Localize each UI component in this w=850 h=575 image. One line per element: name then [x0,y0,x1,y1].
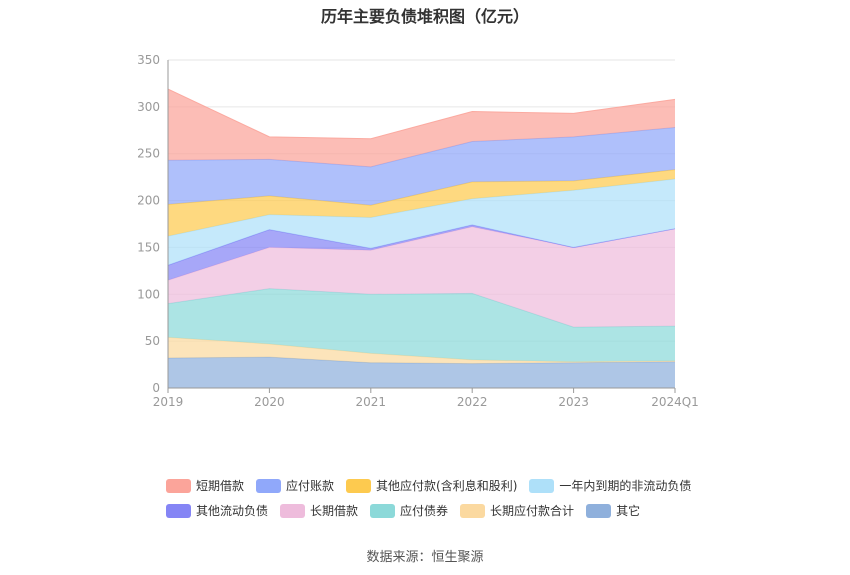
legend-item[interactable]: 短期借款 [166,477,244,494]
legend-swatch [346,478,372,493]
legend-swatch [370,503,396,518]
y-tick-label: 50 [145,334,160,348]
legend-row-1: 短期借款 应付账款 其他应付款(含利息和股利) 一年内到期的非流动负债 [166,473,726,498]
data-source: 数据来源：恒生聚源 [366,550,484,565]
x-tick-label: 2022 [457,395,488,409]
x-tick-label: 2021 [356,395,387,409]
legend-swatch [280,503,306,518]
legend-item[interactable]: 其他应付款(含利息和股利) [346,477,517,494]
area-series-band [168,357,675,388]
legend-item[interactable]: 长期借款 [280,502,358,519]
axes: 0 50 100 150 200 250 300 350 2019 2020 2021 2022 202… [137,53,699,409]
legend-label: 应付债券 [400,504,449,518]
legend-item[interactable]: 其它 [586,502,640,519]
area-series-band [168,169,675,237]
legend: 短期借款 应付账款 其他应付款(含利息和股利) 一年内到期的非流动负债 其他流动… [166,473,726,523]
area-series-band [168,226,675,328]
legend-swatch [460,503,486,518]
x-tick-label: 2020 [254,395,285,409]
y-tick-label: 200 [137,194,160,208]
area-series-band [168,127,675,206]
area-series-band [168,337,675,364]
legend-label: 其他流动负债 [196,504,269,518]
legend-item[interactable]: 一年内到期的非流动负债 [529,477,691,494]
legend-label: 其他应付款(含利息和股利) [376,479,518,493]
legend-swatch [166,503,191,518]
stacked-area-chart: 0 50 100 150 200 250 300 350 2019 2020 2021 2022 202… [137,53,699,409]
x-tick-label: 2023 [558,395,589,409]
legend-label: 一年内到期的非流动负债 [559,479,692,493]
series-line [167,88,676,140]
chart-title: 历年主要负债堆积图（亿元） [320,7,529,26]
legend-swatch [166,478,191,493]
legend-row-2: 其他流动负债 长期借款 应付债券 长期应付款合计 其它 [166,498,726,523]
y-tick-label: 100 [137,287,160,301]
y-tick-label: 250 [137,147,160,161]
legend-label: 长期借款 [310,504,359,518]
legend-item[interactable]: 长期应付款合计 [460,502,574,519]
legend-item[interactable]: 其他流动负债 [166,502,268,519]
y-tick-label: 150 [137,240,160,254]
y-tick-label: 350 [137,53,160,67]
legend-item[interactable]: 应付债券 [370,502,448,519]
y-tick-label: 0 [152,381,160,395]
legend-swatch [529,478,555,493]
area-series-band [168,89,675,167]
legend-item[interactable]: 应付账款 [256,477,334,494]
x-tick-label: 2019 [153,395,184,409]
legend-label: 长期应付款合计 [490,504,575,518]
legend-label: 短期借款 [196,479,245,493]
legend-swatch [256,478,282,493]
area-series-band [168,288,675,362]
area-series-band [168,224,675,281]
legend-label: 其它 [616,504,641,518]
area-series [167,88,676,388]
area-series-band [168,179,675,266]
legend-swatch [586,503,612,518]
x-tick-label: 2024Q1 [651,395,699,409]
y-tick-label: 300 [137,100,160,114]
legend-label: 应付账款 [286,479,335,493]
